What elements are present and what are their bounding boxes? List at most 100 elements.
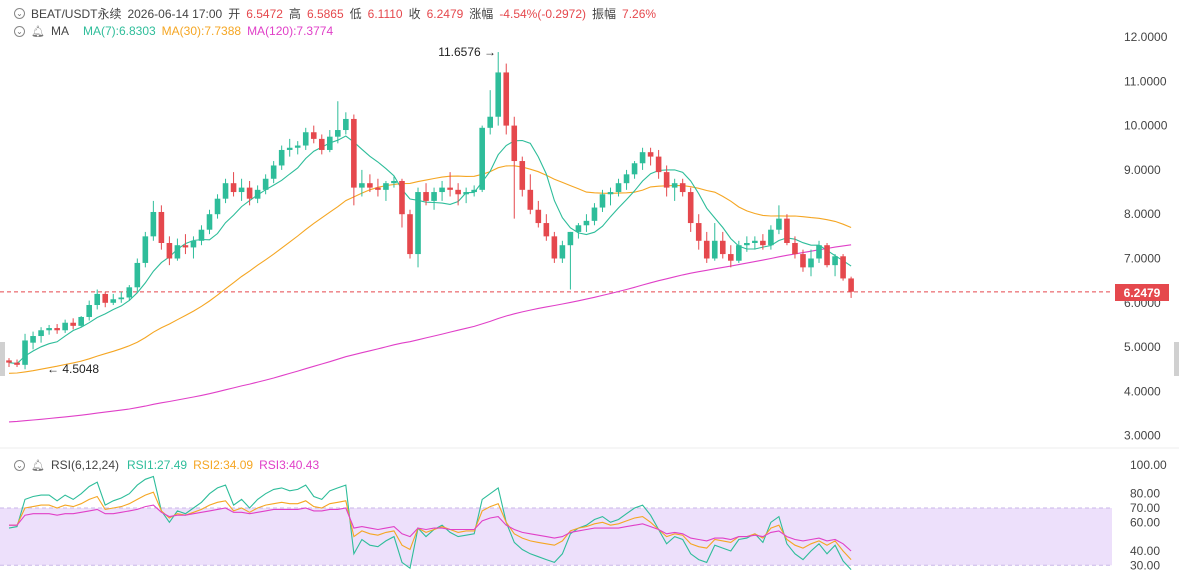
price-tick-label: 10.0000 [1124, 119, 1168, 133]
ohlc-header: ⌄ BEAT/USDT永续 2026-06-14 17:00 开 6.5472 高… [14, 5, 662, 22]
candle-body [591, 207, 598, 221]
candle-body [335, 130, 341, 137]
chevron-down-icon[interactable]: ⌄ [14, 8, 25, 19]
rsi2-value: RSI2:34.09 [193, 458, 254, 472]
low-label: 低 [349, 7, 362, 21]
candle-body [206, 214, 213, 230]
rsi-line-3 [9, 504, 852, 552]
candle-body [583, 220, 590, 226]
high-value: 6.5865 [306, 6, 344, 21]
price-tick-label: 11.0000 [1124, 74, 1167, 88]
ma30-line [8, 165, 852, 374]
candle-body [792, 242, 798, 255]
candle-body [30, 336, 36, 343]
price-tick-label: 7.0000 [1124, 252, 1161, 266]
candle-body [327, 136, 333, 150]
candle-body [447, 187, 453, 190]
candle-body [254, 189, 261, 199]
candle-body [222, 183, 229, 199]
candle-body [463, 192, 469, 195]
candle-body [824, 245, 830, 266]
candle-body [150, 211, 157, 237]
candlestick-series [6, 52, 854, 370]
chevron-down-icon[interactable]: ⌄ [14, 25, 25, 37]
candle-body [639, 152, 646, 164]
candle-body [832, 256, 838, 266]
candle-body [230, 183, 237, 193]
candle-body [695, 223, 702, 241]
min-price-marker: ← 4.5048 [47, 362, 99, 376]
candle-body [455, 189, 461, 195]
ma120-line [8, 244, 852, 423]
candle-body [728, 254, 734, 261]
candle-body [246, 187, 253, 199]
low-value: 6.1110 [367, 6, 403, 21]
price-tick-label: 9.0000 [1124, 163, 1161, 177]
candle-body [679, 183, 686, 193]
amplitude-label: 振幅 [592, 7, 617, 21]
candle-body [351, 118, 357, 188]
scroll-right-handle[interactable] [1174, 342, 1179, 376]
candle-body [671, 183, 678, 188]
bell-icon[interactable]: 🔔︎ [31, 459, 45, 472]
price-tick-label: 4.0000 [1124, 384, 1161, 398]
price-tick-label: 8.0000 [1124, 207, 1161, 221]
candle-body [744, 242, 750, 246]
candle-body [607, 192, 614, 195]
candle-body [736, 245, 742, 261]
candle-body [495, 72, 502, 117]
rsi3-value: RSI3:40.43 [259, 458, 320, 472]
candle-body [800, 254, 806, 268]
candle-body [54, 328, 60, 331]
candle-body [415, 192, 421, 255]
change-label: 涨幅 [469, 7, 494, 21]
candle-body [711, 240, 718, 259]
candle-body [126, 287, 133, 298]
candle-body [318, 138, 325, 150]
candle-body [262, 178, 269, 190]
change-value: -4.54%(-0.2972) [499, 6, 587, 21]
candle-body [294, 145, 301, 148]
candle-body [559, 245, 566, 259]
amplitude-value: 7.26% [622, 6, 657, 21]
candle-body [238, 187, 245, 193]
rsi-tick-label: 80.00 [1130, 487, 1160, 501]
candle-body [286, 147, 293, 150]
candle-body [134, 262, 141, 288]
ma7-line [8, 135, 852, 365]
candle-body [431, 192, 437, 201]
candle-body [407, 214, 413, 255]
candle-body [118, 297, 125, 300]
candle-body [70, 322, 76, 326]
candle-body [776, 218, 782, 230]
candle-body [22, 340, 28, 365]
max-price-marker: 11.6576 → [438, 45, 496, 59]
rsi-tick-label: 30.00 [1130, 558, 1160, 572]
candle-body [14, 362, 20, 365]
candle-body [383, 183, 389, 190]
candle-body [575, 225, 582, 232]
rsi-tick-label: 40.00 [1130, 544, 1160, 558]
symbol-name: BEAT/USDT永续 [31, 7, 122, 21]
candle-body [62, 322, 68, 331]
rsi-legend: ⌄ 🔔︎ RSI(6,12,24) RSI1:27.49 RSI2:34.09 … [14, 458, 325, 472]
rsi-line-1 [8, 475, 852, 570]
candle-body [479, 127, 485, 190]
candle-body [310, 132, 317, 139]
chevron-down-icon[interactable]: ⌄ [14, 459, 25, 471]
bell-icon[interactable]: 🔔︎ [31, 25, 45, 38]
candle-body [142, 236, 149, 263]
candle-body [543, 223, 550, 237]
candle-body [784, 218, 790, 243]
candle-body [423, 192, 429, 201]
ma-indicator-name: MA [50, 24, 69, 38]
ma7-value: MA(7):6.8303 [82, 24, 156, 38]
last-price-tag: 6.2479 [1115, 284, 1169, 301]
candle-body [631, 163, 638, 175]
rsi-line-2 [9, 491, 852, 560]
price-axis-area: 12.0000 11.0000 10.0000 9.0000 8.0000 7.0000 6… [0, 30, 1179, 449]
scroll-left-handle[interactable] [0, 342, 5, 376]
candle-body [623, 174, 630, 184]
candle-body [278, 149, 285, 166]
